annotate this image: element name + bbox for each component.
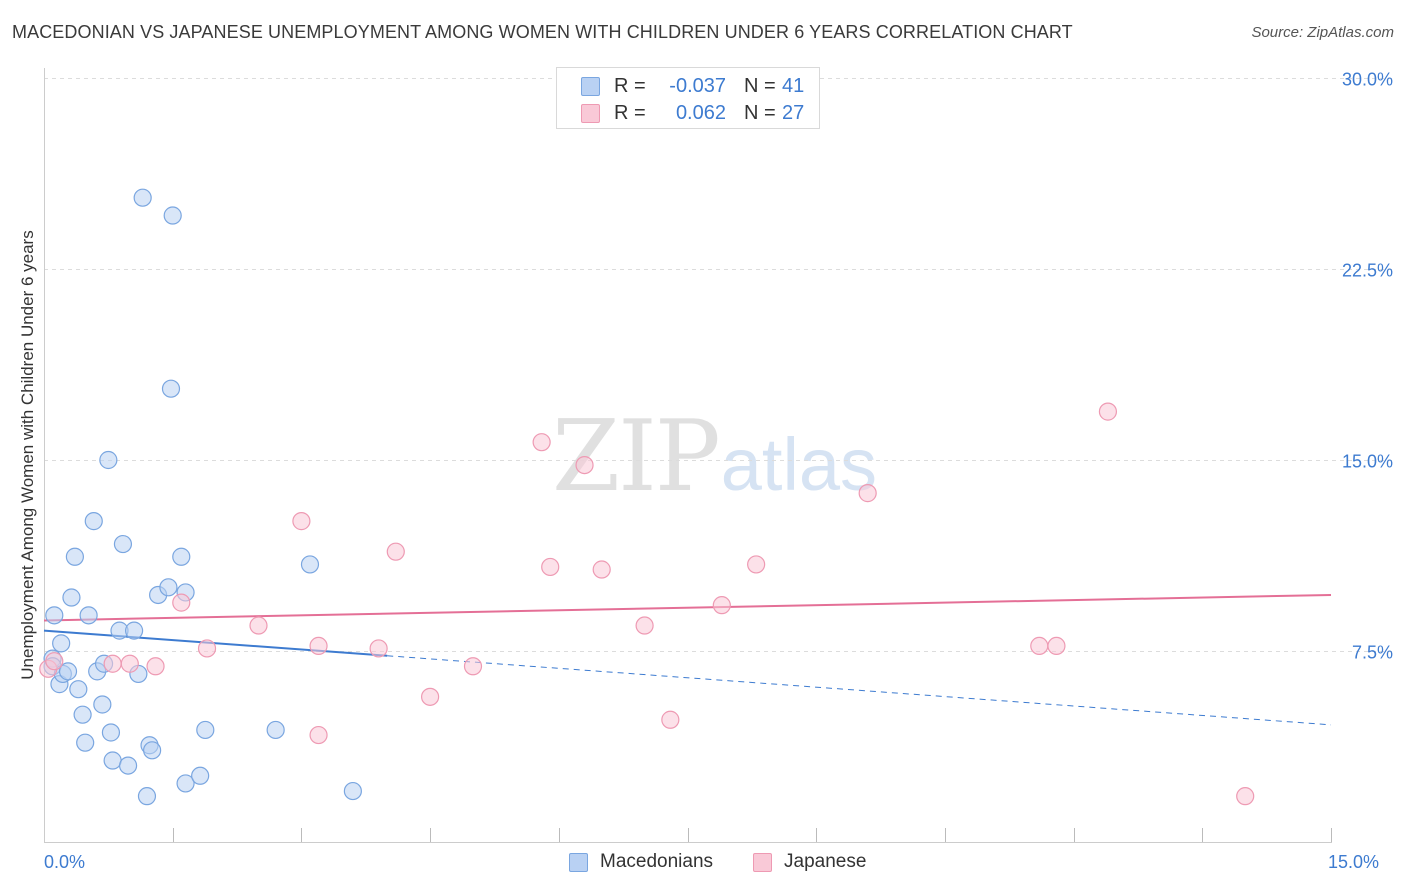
n-value: 41 <box>782 74 805 97</box>
point-macedonians <box>103 751 122 770</box>
gridlines <box>44 78 1395 652</box>
trend-line-extension-macedonians <box>387 655 1332 726</box>
r-value: 0.062 <box>675 101 726 124</box>
point-macedonians <box>79 606 98 625</box>
legend-swatch-japanese <box>753 852 772 872</box>
point-macedonians <box>159 578 178 597</box>
correlation-legend: R = -0.037 N = 41 R = 0.062 N = 27 <box>556 67 820 129</box>
point-japanese <box>532 433 551 452</box>
point-macedonians <box>84 512 103 531</box>
point-macedonians <box>137 787 157 806</box>
point-macedonians <box>65 547 84 566</box>
point-japanese <box>369 639 388 658</box>
point-macedonians <box>69 680 88 699</box>
r-label: R = <box>614 101 646 124</box>
y-tick-label: 30.0% <box>1342 70 1393 90</box>
x-tick-max: 15.0% <box>1328 852 1380 872</box>
point-japanese <box>249 616 268 635</box>
point-macedonians <box>176 774 195 793</box>
watermark-zip: ZIP <box>552 400 721 514</box>
n-label: N = <box>744 74 776 97</box>
trend-lines <box>43 593 1332 726</box>
point-macedonians <box>196 720 215 740</box>
point-macedonians <box>124 621 144 640</box>
legend-item-macedonians[interactable]: Macedonians <box>569 851 713 873</box>
point-japanese <box>421 687 440 706</box>
legend-swatch-macedonians <box>581 76 600 96</box>
watermark: ZIPatlas <box>552 400 877 514</box>
legend-swatch-japanese <box>581 103 600 123</box>
point-japanese <box>292 512 311 531</box>
point-macedonians <box>118 756 138 775</box>
r-value: -0.037 <box>669 74 726 97</box>
point-japanese <box>747 555 766 574</box>
x-tick-min: 0.0% <box>44 852 86 872</box>
trend-line-japanese <box>43 593 1332 622</box>
point-japanese <box>1030 636 1049 656</box>
point-japanese <box>592 560 611 579</box>
point-macedonians <box>172 547 191 566</box>
point-japanese <box>661 710 680 729</box>
watermark-atlas: atlas <box>720 423 878 506</box>
point-japanese <box>120 654 139 673</box>
trend-line-macedonians <box>43 629 388 657</box>
legend-item-japanese[interactable]: Japanese <box>753 851 866 873</box>
point-macedonians <box>93 695 112 714</box>
chart-title: MACEDONIAN VS JAPANESE UNEMPLOYMENT AMON… <box>12 22 1073 42</box>
point-macedonians <box>58 662 78 681</box>
y-tick-label: 7.5% <box>1352 643 1393 663</box>
y-tick-label: 22.5% <box>1342 261 1393 281</box>
point-japanese <box>1236 787 1255 806</box>
point-japanese <box>197 639 217 658</box>
n-label: N = <box>744 101 776 124</box>
y-axis-label: Unemployment Among Women with Children U… <box>18 230 37 680</box>
point-japanese <box>575 455 594 475</box>
legend-label-japanese: Japanese <box>784 851 867 872</box>
point-macedonians <box>52 634 71 653</box>
point-macedonians <box>266 720 285 740</box>
r-label: R = <box>614 74 646 97</box>
point-japanese <box>309 636 328 656</box>
legend-label-macedonians: Macedonians <box>600 851 714 872</box>
point-japanese <box>858 484 877 503</box>
point-japanese <box>172 593 191 612</box>
legend-swatch-macedonians <box>569 852 588 872</box>
point-macedonians <box>73 705 92 724</box>
y-tick-labels: 7.5% 15.0% 22.5% 30.0% <box>1342 70 1393 663</box>
point-japanese <box>1098 402 1118 421</box>
point-japanese <box>45 652 64 671</box>
point-japanese <box>309 725 328 745</box>
point-japanese <box>463 657 483 676</box>
legend-row-macedonians: R = -0.037 N = 41 <box>581 74 804 98</box>
point-japanese <box>712 596 731 615</box>
point-macedonians <box>300 555 320 574</box>
point-macedonians <box>161 379 181 398</box>
legend-row-japanese: R = 0.062 N = 27 <box>581 101 804 125</box>
y-tick-label: 15.0% <box>1342 452 1393 472</box>
data-points <box>39 188 1255 806</box>
point-macedonians <box>45 606 64 625</box>
point-macedonians <box>191 766 210 785</box>
point-macedonians <box>133 188 152 207</box>
point-macedonians <box>76 733 95 752</box>
point-macedonians <box>113 534 133 554</box>
n-value: 27 <box>782 101 805 124</box>
axes <box>44 68 1332 843</box>
point-macedonians <box>163 206 182 225</box>
source-credit: Source: ZipAtlas.com <box>1251 24 1394 41</box>
series-legend: Macedonians Japanese <box>0 851 1406 877</box>
point-macedonians <box>99 450 118 470</box>
point-japanese <box>386 542 405 561</box>
point-japanese <box>635 616 654 635</box>
point-macedonians <box>101 723 121 742</box>
point-macedonians <box>343 781 362 801</box>
point-macedonians <box>62 588 81 607</box>
point-japanese <box>541 557 560 577</box>
point-japanese <box>103 654 122 673</box>
point-japanese <box>1047 636 1066 656</box>
x-minor-ticks <box>173 828 1332 842</box>
point-japanese <box>146 657 165 676</box>
point-macedonians <box>143 741 162 760</box>
